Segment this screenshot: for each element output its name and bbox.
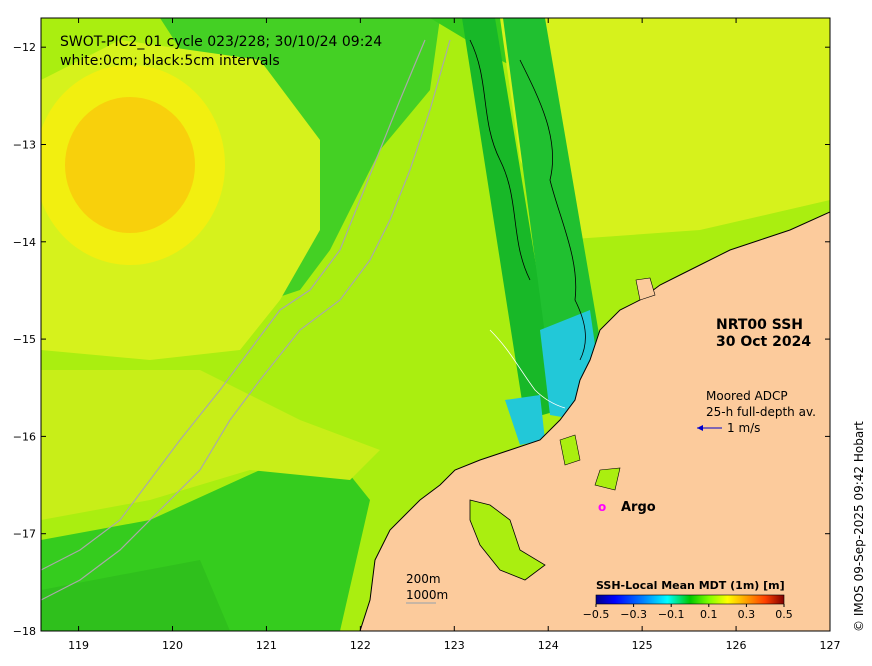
y-tick-label: −16 [13,430,36,443]
map-subtitle: white:0cm; black:5cm intervals [60,53,280,69]
x-tick-label: 125 [632,639,653,652]
king-sound [469,499,546,581]
x-tick-label: 121 [256,639,277,652]
colorbar [595,594,785,605]
y-tick-label: −15 [13,333,36,346]
coastal-inlet-2 [559,434,581,466]
swath-cyan-patch-south [505,395,545,445]
y-axis: −12 −13 −14 −15 −16 −17 −18 [13,41,830,638]
product-label: NRT00 SSH [716,317,803,333]
coastal-inlet [594,467,621,491]
colorbar-ticks: −0.5 −0.3 −0.1 0.1 0.3 0.5 [583,604,793,621]
argo-marker-icon: o [598,500,606,514]
y-tick-label: −18 [13,625,36,638]
sea-orange-eddy [65,97,195,233]
swath-contour-black [469,39,531,281]
swot-swath-left [462,18,560,420]
swath-contour-white [489,329,566,409]
x-tick-label: 126 [726,639,747,652]
depth-contour-1000m [41,39,451,601]
colorbar-tick-label: 0.1 [700,608,718,621]
y-tick-label: −13 [13,138,36,151]
argo-label: Argo [621,500,656,515]
copyright-credit: © IMOS 09-Sep-2025 09:42 Hobart [852,421,866,632]
x-tick-label: 120 [162,639,183,652]
plot-frame [40,17,831,632]
map-plot-area [41,18,830,631]
adcp-arrow-head-icon [697,425,703,431]
sea-yellow-zone-east [500,18,830,240]
sea-yellow-green-zone [41,370,380,520]
map-title: SWOT-PIC2_01 cycle 023/228; 30/10/24 09:… [60,34,382,50]
depth-contour-200m [41,39,426,571]
colorbar-tick-label: 0.5 [775,608,793,621]
sea-green-zone-southwest-deep [41,560,230,631]
y-tick-label: −14 [13,236,36,249]
colorbar-title: SSH-Local Mean MDT (1m) [m] [596,579,785,592]
depth-legend-200m: 200m [406,572,441,586]
island [635,277,656,301]
colorbar-tick-label: −0.3 [620,608,647,621]
colorbar-tick-label: 0.3 [738,608,756,621]
adcp-description: 25-h full-depth av. [706,405,816,419]
x-tick-label: 119 [68,639,89,652]
colorbar-tick-label: −0.1 [658,608,685,621]
depth-legend-1000m: 1000m [406,588,448,602]
swath-contour-black-2 [519,59,586,361]
x-tick-label: 123 [444,639,465,652]
colorbar-tick-label: −0.5 [583,608,610,621]
x-tick-label: 124 [538,639,559,652]
product-date: 30 Oct 2024 [716,334,811,350]
adcp-scale-label: 1 m/s [727,421,760,435]
y-tick-label: −12 [13,41,36,54]
adcp-label: Moored ADCP [706,389,788,403]
swot-swath-right [503,18,600,410]
x-tick-label: 127 [820,639,841,652]
y-tick-label: −17 [13,528,36,541]
x-tick-label: 122 [350,639,371,652]
x-axis: 119 120 121 122 123 124 125 126 127 [68,18,841,652]
